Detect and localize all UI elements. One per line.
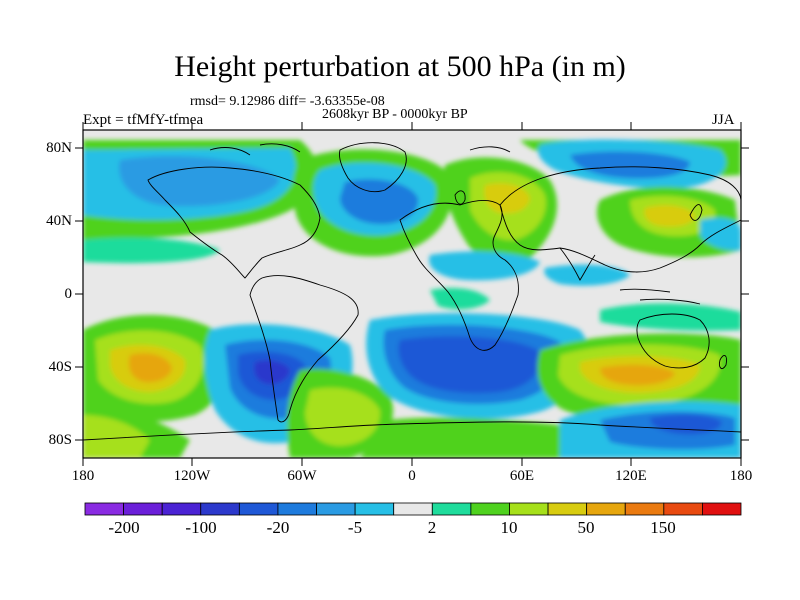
lon-label-0: 0 bbox=[408, 468, 416, 484]
colorbar-swatch bbox=[354, 502, 395, 516]
coast-india bbox=[559, 247, 596, 281]
orange-south-pacific bbox=[128, 353, 172, 383]
colorbar-swatch bbox=[200, 502, 240, 516]
colorbar-swatch bbox=[663, 502, 703, 516]
axis-ticks bbox=[75, 122, 749, 466]
orange-south-indian bbox=[600, 364, 675, 386]
colorbar-swatch bbox=[316, 502, 356, 516]
coast-greenland bbox=[339, 142, 407, 193]
blue-south-atlantic-indian-core bbox=[398, 336, 541, 394]
yellow-south-atlantic bbox=[305, 387, 381, 446]
green-west-pacific-south bbox=[600, 303, 741, 331]
colorbar-label: 50 bbox=[577, 518, 595, 537]
lon-label-120w: 120W bbox=[173, 468, 211, 484]
plot-title: Height perturbation at 500 hPa (in m) bbox=[174, 50, 626, 83]
lat-label-40s: 40S bbox=[48, 359, 72, 375]
colorbar-swatch bbox=[393, 502, 433, 516]
lat-label-40n: 40N bbox=[46, 213, 72, 229]
blue-greenland-core bbox=[340, 179, 419, 225]
season-label: JJA bbox=[712, 112, 735, 128]
contour-field bbox=[83, 130, 741, 458]
colorbar-swatch bbox=[123, 502, 163, 516]
coast-antarctica bbox=[83, 421, 741, 441]
colorbar-swatch bbox=[624, 502, 665, 516]
blue-indian bbox=[544, 264, 630, 286]
colorbar-label: -200 bbox=[108, 518, 140, 537]
colorbar-swatch bbox=[702, 502, 742, 516]
colorbar-label: 2 bbox=[427, 518, 437, 537]
colorbar-swatch bbox=[431, 502, 472, 516]
coast-asia bbox=[499, 166, 741, 273]
coast-australia bbox=[636, 313, 710, 369]
lon-label-60e: 60E bbox=[509, 468, 535, 484]
stats-subtitle: rmsd= 9.12986 diff= -3.63355e-08 bbox=[190, 94, 385, 109]
colorbar-label: -20 bbox=[266, 518, 290, 537]
colorbar-label: 10 bbox=[500, 518, 518, 537]
green-south-america-east bbox=[430, 288, 490, 310]
blue-africa bbox=[429, 251, 540, 281]
period-subtitle: 2608kyr BP - 0000kyr BP bbox=[322, 107, 468, 122]
coast-indonesia bbox=[619, 288, 701, 305]
lon-label-120e: 120E bbox=[615, 468, 647, 484]
colorbar-swatch bbox=[161, 502, 202, 516]
colorbar bbox=[84, 502, 742, 516]
lat-label-0: 0 bbox=[64, 286, 73, 302]
experiment-label: Expt = tfMfY-tfmea bbox=[83, 112, 204, 128]
coast-north-america bbox=[147, 166, 321, 279]
colorbar-swatch bbox=[277, 502, 317, 516]
lon-label-180w: 180 bbox=[71, 468, 95, 484]
coast-south-america bbox=[249, 275, 359, 423]
lat-label-80n: 80N bbox=[46, 140, 72, 156]
blue-southern-ocean-core bbox=[650, 414, 722, 435]
coast-europe-africa bbox=[399, 200, 519, 351]
colorbar-label: -5 bbox=[347, 518, 363, 537]
coast-japan bbox=[689, 204, 703, 221]
colorbar-swatch bbox=[84, 502, 124, 516]
yellow-southeast-pacific bbox=[83, 415, 150, 458]
coast-uk bbox=[454, 190, 466, 205]
coast-arctic-islands bbox=[209, 143, 511, 156]
colorbar-label: 150 bbox=[650, 518, 676, 537]
coastlines bbox=[83, 142, 741, 441]
green-tropical-pacific bbox=[83, 237, 220, 264]
green-antarctic-rim bbox=[360, 417, 560, 458]
blue-north-east-pacific bbox=[700, 217, 741, 251]
olive-east-asia bbox=[644, 205, 695, 227]
colorbar-swatch bbox=[586, 502, 626, 516]
lon-label-180e: 180 bbox=[729, 468, 753, 484]
colorbar-swatch bbox=[509, 502, 549, 516]
lon-label-60w: 60W bbox=[287, 468, 317, 484]
blue-south-america-deep bbox=[254, 360, 290, 385]
olive-europe bbox=[484, 183, 530, 214]
colorbar-swatch bbox=[547, 502, 588, 516]
blue-siberia-core bbox=[570, 151, 690, 179]
colorbar-swatch bbox=[238, 502, 279, 516]
lat-label-80s: 80S bbox=[48, 432, 72, 448]
colorbar-label: -100 bbox=[185, 518, 217, 537]
coast-new-zealand bbox=[719, 354, 727, 370]
colorbar-swatch bbox=[470, 502, 510, 516]
